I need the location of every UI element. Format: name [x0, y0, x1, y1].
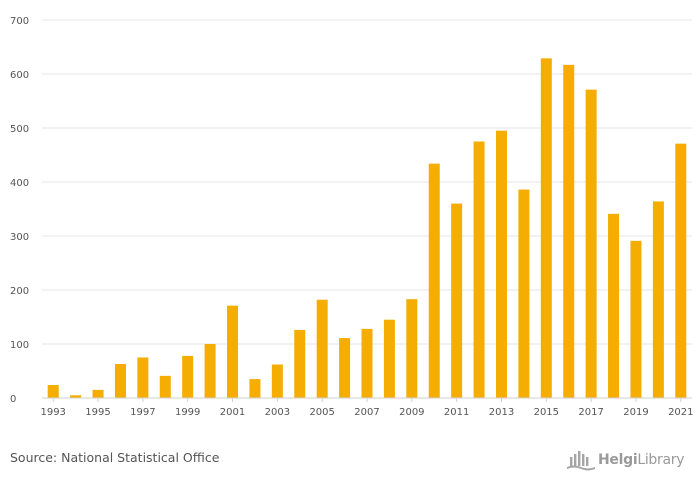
y-tick-label: 500: [10, 124, 29, 135]
source-note: Source: National Statistical Office: [10, 450, 220, 465]
x-tick-label: 2019: [623, 407, 648, 418]
bar-2002[interactable]: [249, 379, 261, 398]
logo-text-library: Library: [637, 452, 685, 468]
bar-2011[interactable]: [451, 203, 463, 398]
bar-2016[interactable]: [563, 64, 575, 398]
bar-2015[interactable]: [540, 58, 552, 399]
y-tick-label: 700: [10, 16, 29, 27]
x-tick-label: 2011: [444, 407, 469, 418]
x-tick-label: 2005: [309, 407, 334, 418]
bar-1997[interactable]: [137, 357, 149, 399]
x-tick-label: 2021: [668, 407, 693, 418]
bar-1994[interactable]: [70, 395, 82, 398]
bar-2020[interactable]: [652, 201, 664, 398]
bar-2009[interactable]: [406, 299, 418, 398]
y-tick-label: 400: [10, 178, 29, 189]
bar-2019[interactable]: [630, 240, 642, 398]
x-tick-label: 2013: [489, 407, 514, 418]
helgi-library-logo-icon: [567, 451, 595, 471]
y-tick-label: 0: [10, 394, 16, 405]
bar-1993[interactable]: [47, 385, 59, 398]
bar-2008[interactable]: [383, 319, 395, 398]
x-tick-label: 2009: [399, 407, 424, 418]
y-tick-label: 600: [10, 70, 29, 81]
y-tick-label: 200: [10, 286, 29, 297]
bar-2001[interactable]: [227, 305, 239, 398]
logo-text-helgi: Helgi: [598, 452, 638, 468]
bar-2000[interactable]: [204, 344, 216, 398]
x-tick-label: 1999: [175, 407, 200, 418]
x-tick-label: 2015: [534, 407, 559, 418]
bar-2006[interactable]: [339, 338, 351, 398]
bar-2003[interactable]: [271, 364, 283, 398]
bar-2012[interactable]: [473, 141, 485, 399]
x-axis-ticks: 1993 1995 1997 1999 2001 2003 2005 2007 2009 2011…: [40, 398, 694, 418]
y-tick-label: 100: [10, 340, 29, 351]
gridlines: [42, 19, 692, 345]
bar-1999[interactable]: [182, 355, 194, 398]
bar-1996[interactable]: [114, 363, 126, 398]
logo-text: HelgiLibrary: [598, 452, 685, 468]
y-axis-ticks: 0 100 200 300 400 500 600 700: [10, 16, 29, 405]
bar-chart: 0 100 200 300 400 500 600 700 1993 1995 1997 1999 2…: [10, 16, 694, 418]
bar-2017[interactable]: [585, 89, 597, 398]
bar-2005[interactable]: [316, 299, 328, 398]
x-tick-label: 1997: [130, 407, 155, 418]
bar-2014[interactable]: [518, 189, 530, 398]
bar-1995[interactable]: [92, 389, 104, 398]
x-tick-label: 1995: [85, 407, 110, 418]
x-tick-label: 1993: [40, 407, 65, 418]
bar-2018[interactable]: [608, 213, 620, 398]
chart-svg: 0 100 200 300 400 500 600 700 1993 1995 1997 1999 2…: [10, 16, 694, 418]
helgi-library-logo[interactable]: HelgiLibrary: [566, 447, 694, 473]
x-tick-label: 2003: [265, 407, 290, 418]
x-tick-label: 2007: [354, 407, 379, 418]
x-tick-label: 2017: [578, 407, 603, 418]
bar-1998[interactable]: [159, 375, 171, 398]
bar-2021[interactable]: [675, 143, 687, 398]
bar-2013[interactable]: [495, 130, 507, 398]
bar-2007[interactable]: [361, 328, 373, 398]
y-tick-label: 300: [10, 232, 29, 243]
bars: [47, 58, 687, 399]
bar-2010[interactable]: [428, 163, 440, 398]
x-tick-label: 2001: [220, 407, 245, 418]
bar-2004[interactable]: [294, 329, 306, 398]
